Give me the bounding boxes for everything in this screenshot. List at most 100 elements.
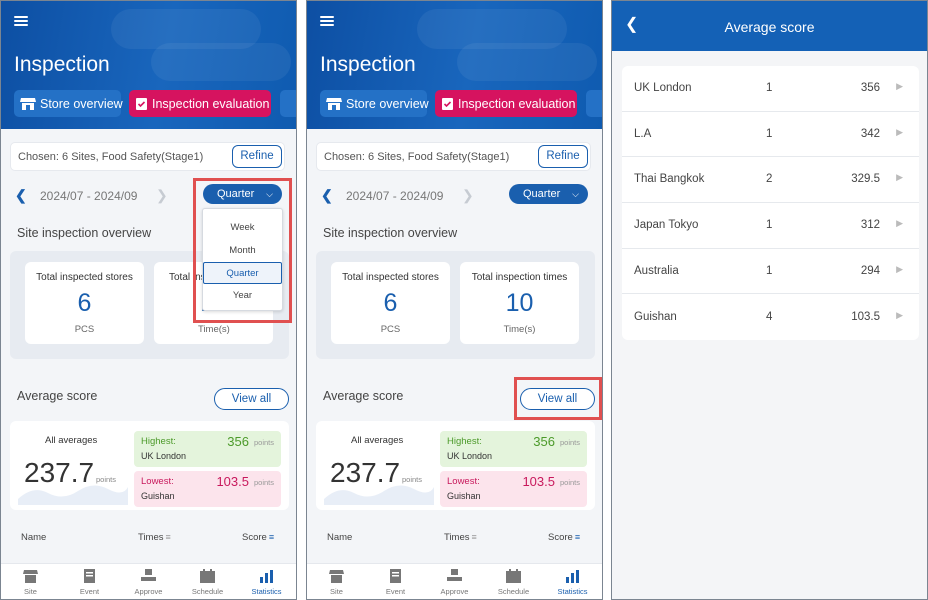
tab-schedule[interactable]: Schedule	[178, 564, 237, 599]
phone-screen-view-all: Inspection Store overview Inspection eva…	[306, 0, 603, 600]
inspection-evaluation-tab[interactable]: Inspection evaluation	[129, 90, 271, 117]
approve-icon	[141, 569, 156, 581]
next-period-icon[interactable]: ❯	[156, 187, 168, 203]
highest-box: Highest: UK London 356 points	[134, 431, 281, 467]
more-tab[interactable]	[280, 90, 296, 117]
list-item[interactable]: Japan Tokyo 1 312 ▶	[622, 203, 919, 249]
page-title: Inspection	[320, 53, 416, 76]
average-card: All averages 237.7 points Highest: UK Lo…	[316, 421, 595, 510]
column-name[interactable]: Name	[21, 532, 46, 543]
period-option-year[interactable]: Year	[232, 290, 253, 301]
highest-value: 356	[533, 434, 555, 449]
store-overview-label: Store overview	[40, 96, 123, 111]
inspection-evaluation-tab[interactable]: Inspection evaluation	[435, 90, 577, 117]
calendar-icon	[200, 569, 215, 583]
tab-site-label: Site	[330, 587, 343, 596]
site-name: L.A	[634, 127, 652, 140]
previous-period-icon[interactable]: ❮	[15, 187, 27, 203]
view-all-button[interactable]: View all	[520, 388, 595, 410]
store-overview-tab[interactable]: Store overview	[14, 90, 123, 117]
sort-icon: ≡	[268, 532, 275, 542]
approve-icon	[447, 569, 462, 581]
bottom-tab-bar: Site Event Approve Schedule Statistics	[1, 563, 296, 599]
menu-icon[interactable]	[14, 16, 28, 27]
tab-event[interactable]: Event	[60, 564, 119, 599]
back-icon[interactable]: ❮	[625, 16, 639, 33]
column-times[interactable]: Times ≡	[138, 532, 171, 543]
statistics-icon	[566, 570, 579, 583]
site-name: Thai Bangkok	[634, 173, 705, 186]
view-all-button[interactable]: View all	[214, 388, 289, 410]
site-name: UK London	[634, 82, 692, 94]
tab-site-label: Site	[24, 587, 37, 596]
stores-unit: PCS	[380, 324, 401, 335]
stores-label: Total inspected stores	[342, 272, 439, 283]
period-option-month[interactable]: Month	[229, 245, 256, 256]
period-option-quarter[interactable]: Quarter	[203, 262, 282, 284]
chosen-filter-text: Chosen: 6 Sites, Food Safety(Stage1)	[324, 151, 510, 163]
average-wave-graphic	[324, 485, 434, 505]
date-range: 2024/07 - 2024/09	[346, 189, 444, 203]
column-score[interactable]: Score ≡	[548, 532, 580, 543]
site-score: 312	[860, 219, 880, 232]
sort-icon: ≡	[574, 532, 581, 542]
column-name-label: Name	[327, 532, 353, 543]
stores-stat-card: Total inspected stores 6 PCS	[25, 262, 144, 344]
chevron-right-icon: ▶	[896, 263, 903, 274]
app-header: Inspection Store overview Inspection eva…	[1, 1, 296, 129]
list-item[interactable]: UK London 1 356 ▶	[622, 66, 919, 112]
overview-title: Site inspection overview	[323, 226, 458, 240]
clipboard-check-icon	[135, 97, 148, 110]
list-item[interactable]: Guishan 4 103.5 ▶	[622, 295, 919, 341]
chevron-right-icon: ▶	[896, 126, 903, 137]
refine-button[interactable]: Refine	[538, 145, 588, 168]
highest-unit: points	[253, 438, 274, 447]
site-times: 4	[766, 310, 773, 323]
store-icon	[326, 97, 342, 110]
period-select[interactable]: Quarter ⌵	[509, 184, 588, 204]
tab-site[interactable]: Site	[307, 564, 366, 599]
site-times: 1	[766, 127, 773, 140]
period-dropdown-menu: Week Month Quarter Year	[202, 208, 283, 311]
more-tab[interactable]	[586, 90, 602, 117]
period-select[interactable]: Quarter ⌵	[203, 184, 282, 204]
tab-event-label: Event	[79, 587, 100, 596]
tab-site[interactable]: Site	[1, 564, 60, 599]
average-wave-graphic	[18, 485, 128, 505]
store-overview-tab[interactable]: Store overview	[320, 90, 429, 117]
site-times: 1	[766, 219, 773, 232]
site-score: 329.5	[851, 173, 880, 186]
average-title: Average score	[17, 389, 98, 403]
store-icon	[20, 97, 36, 110]
column-score[interactable]: Score ≡	[242, 532, 274, 543]
average-value: 237.7	[24, 457, 95, 488]
tab-approve[interactable]: Approve	[119, 564, 178, 599]
column-name[interactable]: Name	[327, 532, 352, 543]
column-times[interactable]: Times ≡	[444, 532, 477, 543]
previous-period-icon[interactable]: ❮	[321, 187, 333, 203]
period-option-week[interactable]: Week	[230, 222, 255, 233]
detail-title: Average score	[724, 19, 815, 35]
tab-schedule-label: Schedule	[497, 587, 530, 596]
overview-panel: Total inspected stores 6 PCS Total inspe…	[316, 251, 595, 359]
list-item[interactable]: L.A 1 342 ▶	[622, 112, 919, 158]
column-times-label: Times	[444, 532, 470, 543]
menu-icon[interactable]	[320, 16, 334, 27]
site-name: Guishan	[634, 310, 677, 323]
tab-statistics[interactable]: Statistics	[237, 564, 296, 599]
tab-statistics[interactable]: Statistics	[543, 564, 602, 599]
tab-statistics-label: Statistics	[557, 587, 588, 596]
tab-event[interactable]: Event	[366, 564, 425, 599]
list-item[interactable]: Australia 1 294 ▶	[622, 249, 919, 295]
statistics-icon	[260, 570, 273, 583]
list-item[interactable]: Thai Bangkok 2 329.5 ▶	[622, 157, 919, 204]
lowest-unit: points	[559, 478, 580, 487]
stores-unit: PCS	[74, 324, 95, 335]
filter-bar: Chosen: 6 Sites, Food Safety(Stage1) Ref…	[316, 142, 591, 171]
tab-approve[interactable]: Approve	[425, 564, 484, 599]
refine-button[interactable]: Refine	[232, 145, 282, 168]
tab-schedule[interactable]: Schedule	[484, 564, 543, 599]
chevron-right-icon: ▶	[896, 81, 903, 91]
next-period-icon[interactable]: ❯	[462, 187, 474, 203]
